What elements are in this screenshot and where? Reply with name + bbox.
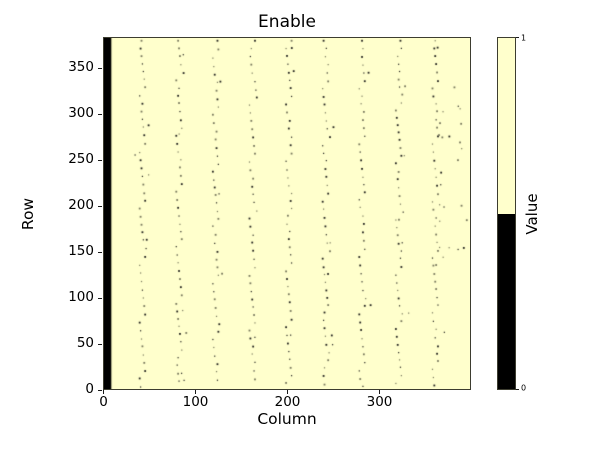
y-tick-label: 300 (68, 105, 94, 122)
y-tick-label: 250 (68, 151, 94, 168)
plot-title: Enable (258, 12, 316, 32)
heatmap-plot-area (103, 37, 471, 390)
x-tick-label: 0 (99, 394, 108, 410)
y-tick-mark (98, 298, 102, 300)
heatmap-canvas (104, 38, 470, 389)
colorbar-tick-mark-top (516, 37, 519, 38)
y-tick-label: 350 (68, 59, 94, 76)
colorbar-tick-mark-bottom (516, 389, 519, 390)
x-tick-mark (287, 390, 288, 394)
x-axis-label: Column (257, 410, 317, 428)
y-tick-label: 100 (68, 289, 94, 306)
y-tick-mark (98, 390, 102, 391)
x-tick-mark (195, 390, 196, 394)
y-tick-label: 200 (68, 197, 94, 214)
colorbar (497, 37, 516, 390)
colorbar-label: Value (523, 192, 541, 235)
colorbar-tick-label-bottom: 0 (521, 383, 527, 393)
y-tick-label: 0 (85, 381, 94, 397)
y-tick-mark (98, 160, 102, 162)
colorbar-tick-label-top: 1 (521, 33, 527, 43)
y-tick-mark (98, 252, 102, 254)
x-tick-label: 300 (366, 394, 393, 410)
x-tick-label: 100 (182, 394, 209, 410)
x-tick-mark (379, 390, 380, 394)
y-tick-mark (98, 206, 102, 208)
y-tick-label: 150 (68, 243, 94, 260)
colorbar-on-segment (498, 38, 515, 214)
y-axis-label: Row (19, 197, 37, 230)
x-tick-mark (103, 390, 104, 394)
x-tick-label: 200 (274, 394, 301, 410)
y-tick-mark (98, 344, 102, 345)
y-tick-label: 50 (76, 335, 94, 351)
y-tick-mark (98, 68, 102, 70)
colorbar-off-segment (498, 213, 515, 389)
y-tick-mark (98, 114, 102, 116)
